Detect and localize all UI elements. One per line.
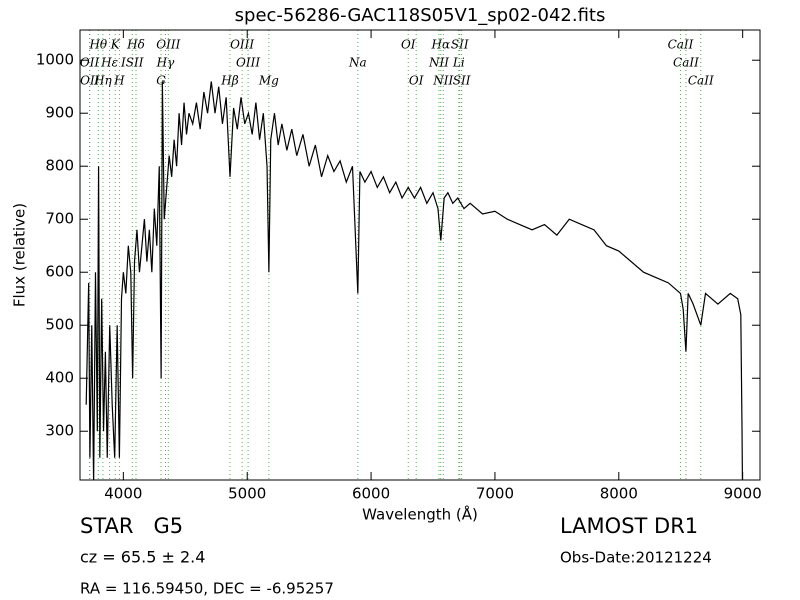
x-axis-label: Wavelength (Å) — [362, 505, 478, 524]
y-tick-label: 300 — [45, 422, 74, 440]
y-tick-label: 1000 — [36, 51, 74, 69]
y-tick-label: 400 — [45, 369, 74, 387]
spectral-line-label: OI — [409, 74, 424, 88]
spectral-line-label: SII — [451, 38, 469, 52]
spectral-line-label: Hγ — [156, 56, 175, 70]
class-label: STAR G5 — [80, 514, 183, 538]
spectral-line-label: CaII — [688, 74, 714, 88]
spectral-line-label: OI — [401, 38, 416, 52]
spectral-line-label: Hη — [93, 74, 112, 88]
spectrum-line — [85, 81, 744, 480]
spectral-line-label: CaII — [668, 38, 694, 52]
y-tick-label: 700 — [45, 210, 74, 228]
spectral-line-label: Hδ — [126, 38, 145, 52]
x-tick-label: 8000 — [600, 485, 638, 503]
spectral-line-label: Hα — [431, 38, 451, 52]
x-tick-label: 6000 — [352, 485, 390, 503]
spectral-line-label: Hθ — [88, 38, 107, 52]
spectral-line-label: Na — [348, 56, 367, 70]
spectral-line-label: CaII — [673, 56, 699, 70]
date-label: Obs-Date:20121224 — [560, 549, 712, 567]
chart-title: spec-56286-GAC118S05V1_sp02-042.fits — [235, 5, 606, 26]
spectral-line-label: H — [113, 74, 125, 88]
x-tick-label: 4000 — [104, 485, 142, 503]
plot-frame — [79, 29, 761, 481]
y-tick-label: 600 — [45, 263, 74, 281]
spectral-line-label: NII — [432, 74, 453, 88]
spectral-line-label: NII — [428, 56, 449, 70]
spectral-line-label: OIII — [236, 56, 260, 70]
spectral-line-label: OIII — [156, 38, 180, 52]
spectral-line-label: G — [156, 74, 166, 88]
y-tick-label: 900 — [45, 104, 74, 122]
y-tick-label: 500 — [45, 316, 74, 334]
x-tick-label: 9000 — [724, 485, 762, 503]
spectral-line-label: OIII — [230, 38, 254, 52]
spectral-line-label: SII — [453, 74, 471, 88]
redshift-label: cz = 65.5 ± 2.4 — [80, 548, 205, 567]
y-tick-label: 800 — [45, 157, 74, 175]
spectral-line-label: Hε — [100, 56, 118, 70]
spectral-line-label: ISII — [120, 56, 144, 70]
x-tick-label: 7000 — [476, 485, 514, 503]
spectral-line-label: OII — [80, 74, 100, 88]
y-axis-label: Flux (relative) — [11, 203, 29, 307]
spectral-line-label: Mg — [258, 74, 279, 88]
spectral-line-label: Hβ — [220, 74, 238, 88]
coords-label: RA = 116.59450, DEC = -6.95257 — [80, 580, 334, 598]
spectral-line-label: Li — [452, 56, 465, 70]
spectral-line-label: K — [110, 38, 121, 52]
x-tick-label: 5000 — [228, 485, 266, 503]
survey-label: LAMOST DR1 — [560, 514, 698, 538]
